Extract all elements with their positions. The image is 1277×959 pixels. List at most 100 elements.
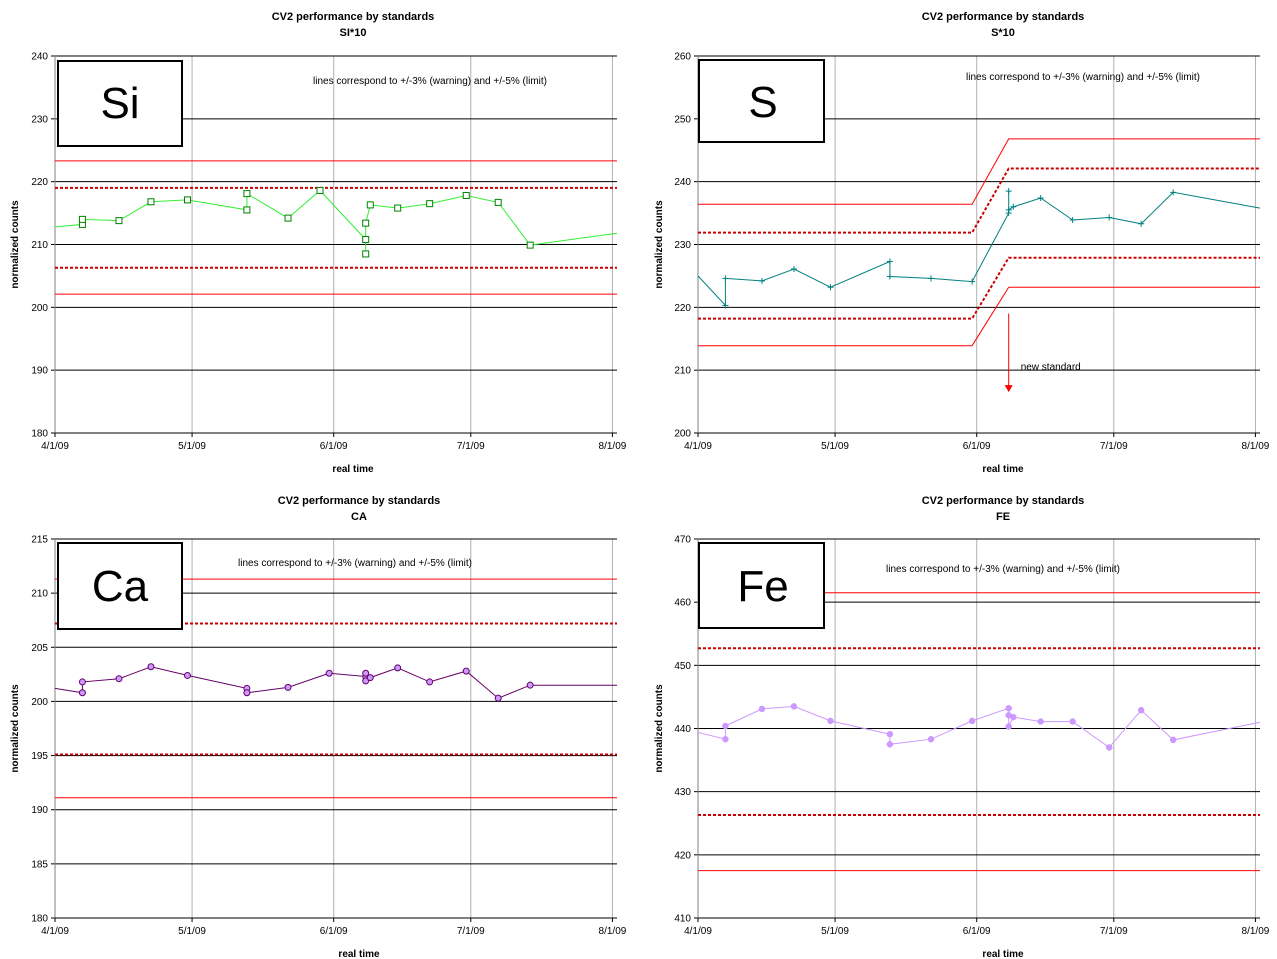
- chart-subtitle: S*10: [991, 27, 1015, 39]
- y-tick-label: 260: [674, 52, 691, 63]
- x-tick-label: 6/1/09: [320, 441, 348, 452]
- series-line: [697, 705, 1261, 749]
- chart-subtitle: CA: [351, 511, 367, 523]
- data-point: [526, 241, 534, 249]
- annotation-text: lines correspond to +/-3% (warning) and …: [966, 72, 1200, 83]
- data-point: [243, 689, 251, 697]
- data-point: [790, 266, 797, 273]
- x-tick-label: 4/1/09: [684, 441, 712, 452]
- x-axis-label: real time: [982, 949, 1024, 959]
- y-axis-label: normalized counts: [654, 684, 665, 773]
- data-point: [790, 703, 798, 710]
- data-point: [886, 258, 893, 265]
- y-axis-label: normalized counts: [654, 200, 665, 289]
- data-point: [1069, 216, 1076, 223]
- data-point: [362, 235, 370, 243]
- y-tick-label: 470: [674, 535, 691, 546]
- arrow-label: new standard: [1021, 362, 1081, 373]
- x-tick-label: 4/1/09: [684, 926, 712, 937]
- data-point: [394, 664, 402, 672]
- y-tick-label: 410: [674, 914, 691, 925]
- x-tick-label: 5/1/09: [821, 926, 849, 937]
- data-point: [426, 200, 434, 208]
- data-point: [969, 278, 976, 285]
- element-label: Si: [100, 79, 139, 128]
- x-tick-label: 5/1/09: [178, 441, 206, 452]
- chart-title: CV2 performance by standards: [922, 495, 1085, 507]
- data-point: [886, 741, 894, 748]
- warning-line: [698, 167, 1260, 234]
- chart-si: CV2 performance by standards SI*10 4/1/09 5…: [0, 0, 638, 479]
- data-point: [1010, 203, 1017, 210]
- data-point: [426, 678, 434, 686]
- y-tick-label: 230: [31, 114, 48, 125]
- y-tick-label: 190: [31, 805, 48, 816]
- series-line: [54, 189, 618, 254]
- data-point: [886, 273, 893, 280]
- y-tick-label: 210: [31, 240, 48, 251]
- x-tick-label: 8/1/09: [1242, 441, 1270, 452]
- data-point: [827, 717, 834, 725]
- data-point: [362, 677, 370, 685]
- y-tick-label: 200: [31, 303, 48, 314]
- y-tick-label: 220: [674, 303, 691, 314]
- limit-line: [698, 138, 1260, 205]
- annotation-text: lines correspond to +/-3% (warning) and …: [238, 558, 472, 569]
- data-point: [366, 201, 374, 209]
- y-tick-label: 210: [31, 589, 48, 600]
- x-tick-label: 7/1/09: [457, 926, 485, 937]
- data-point: [362, 250, 370, 258]
- data-point: [462, 667, 470, 675]
- x-tick-label: 5/1/09: [821, 441, 849, 452]
- data-point: [722, 722, 729, 730]
- annotation-text: lines correspond to +/-3% (warning) and …: [886, 564, 1120, 575]
- data-point: [758, 277, 765, 284]
- data-point: [1005, 188, 1012, 195]
- data-point: [78, 689, 86, 697]
- y-tick-label: 190: [31, 366, 48, 377]
- data-point: [722, 275, 729, 282]
- y-tick-label: 220: [31, 177, 48, 188]
- y-tick-label: 195: [31, 751, 48, 762]
- data-point: [1169, 736, 1177, 744]
- x-tick-label: 6/1/09: [963, 926, 991, 937]
- data-point: [1069, 718, 1076, 725]
- data-point: [928, 275, 935, 282]
- y-tick-label: 250: [674, 114, 691, 125]
- y-tick-label: 440: [674, 724, 691, 735]
- data-point: [827, 284, 834, 291]
- data-point: [722, 735, 729, 743]
- data-point: [1005, 705, 1012, 712]
- x-tick-label: 7/1/09: [1100, 441, 1128, 452]
- chart-s-svg: CV2 performance by standards S*10 4/1/09 5/…: [654, 11, 1270, 475]
- x-tick-label: 5/1/09: [178, 926, 206, 937]
- data-point: [115, 217, 123, 225]
- x-tick-label: 8/1/09: [1242, 926, 1270, 937]
- x-axis-label: real time: [338, 949, 380, 959]
- data-point: [78, 215, 86, 223]
- x-tick-label: 6/1/09: [963, 441, 991, 452]
- data-point: [325, 669, 333, 677]
- chart-title: CV2 performance by standards: [278, 495, 441, 507]
- data-point: [1037, 718, 1044, 725]
- chart-fe-svg: CV2 performance by standards FE 4/1/09 5/1/…: [654, 495, 1270, 959]
- chart-s: CV2 performance by standards S*10 4/1/09 5/…: [640, 0, 1277, 479]
- data-point: [316, 186, 324, 194]
- x-tick-label: 7/1/09: [457, 441, 485, 452]
- data-point: [722, 302, 729, 309]
- data-point: [366, 674, 374, 682]
- data-point: [184, 196, 192, 204]
- chart-ca: CV2 performance by standards CA 4/1/09 5/1/…: [0, 482, 638, 959]
- y-tick-label: 180: [31, 914, 48, 925]
- y-tick-label: 200: [674, 429, 691, 440]
- x-axis-label: real time: [332, 464, 374, 475]
- data-point: [1005, 723, 1012, 730]
- y-tick-label: 200: [31, 697, 48, 708]
- data-point: [362, 219, 370, 227]
- y-tick-label: 185: [31, 859, 48, 870]
- chart-subtitle: SI*10: [340, 27, 367, 39]
- x-axis-label: real time: [982, 464, 1024, 475]
- data-point: [462, 191, 470, 199]
- y-tick-label: 210: [674, 366, 691, 377]
- arrow-head: [1004, 385, 1013, 393]
